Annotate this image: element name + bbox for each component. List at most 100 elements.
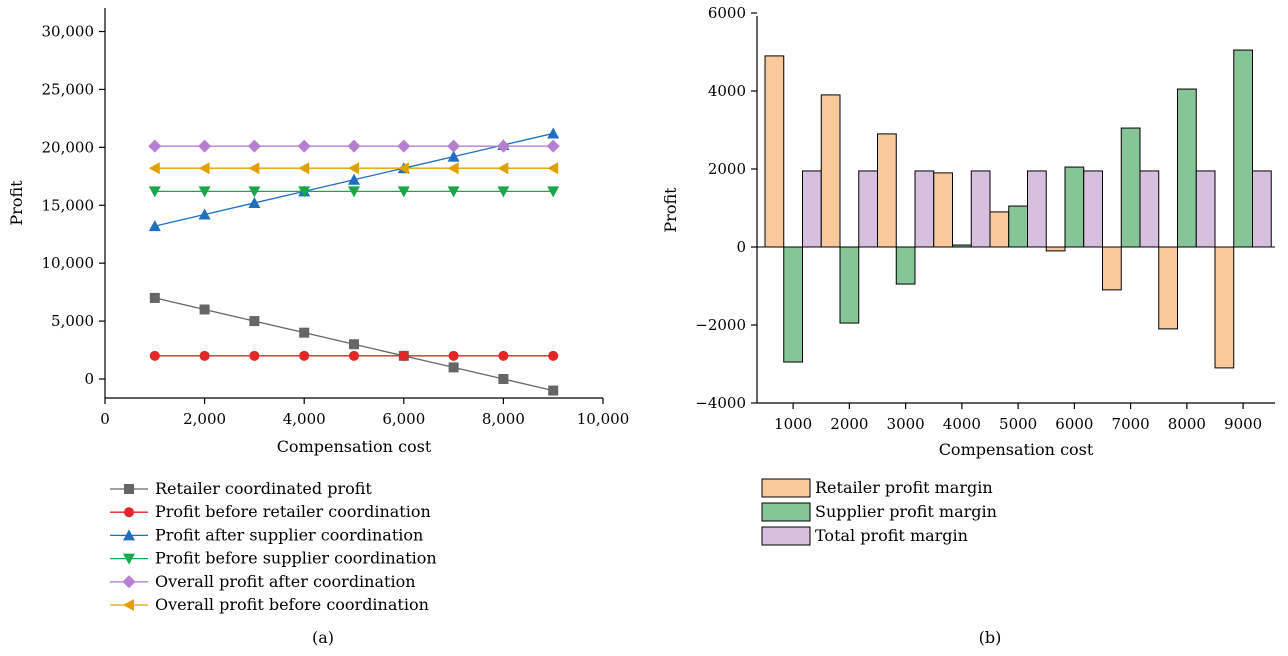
panel-b-y-tick-label: −4000 (695, 394, 746, 412)
panel-b-x-tick-label: 3000 (887, 415, 925, 433)
panel-a-data-point (547, 127, 560, 139)
panel-b-legend-item: Total profit margin (761, 526, 968, 546)
panel-a-label: (a) (312, 628, 334, 647)
panel-b-bar (877, 133, 897, 248)
panel-a-legend-marker (124, 507, 134, 518)
panel-a-data-point (198, 186, 211, 198)
panel-a-legend-marker (123, 553, 135, 565)
panel-a-legend-label: Profit before supplier coordination (155, 549, 437, 568)
panel-a-data-point (248, 196, 261, 208)
panel-a-x-tick-label: 2,000 (183, 410, 226, 428)
panel-a-data-point (547, 162, 559, 175)
panel-b-bar (1195, 170, 1216, 248)
panel-a-data-point (298, 162, 310, 175)
panel-a-data-point (249, 350, 260, 361)
panel-b-x-tick-label: 1000 (774, 415, 812, 433)
panel-a-x-tick-label: 0 (100, 410, 110, 428)
panel-a-y-tick-label: 20,000 (42, 138, 95, 156)
panel-a-series-4 (148, 186, 560, 198)
panel-a-legend-label: Overall profit after coordination (155, 572, 416, 591)
panel-a-x-tick-label: 4,000 (283, 410, 326, 428)
panel-b-bar (895, 246, 916, 285)
panel-b-x-tick-label: 4000 (943, 415, 981, 433)
panel-b-bar (1177, 88, 1197, 248)
panel-b-bar (858, 170, 878, 248)
panel-a-data-point (249, 316, 260, 327)
panel-b-bar (1158, 246, 1178, 330)
panel-b-bar (933, 172, 953, 248)
panel-b-bar (1045, 246, 1066, 252)
panel-a-x-axis-label: Compensation cost (277, 437, 432, 456)
panel-a-x-tick-label: 10,000 (577, 410, 630, 428)
panel-b-legend-item: Supplier profit margin (761, 502, 997, 522)
panel-a-data-point (247, 139, 261, 153)
panel-b-bar (783, 246, 803, 363)
panel-b-bar (764, 55, 785, 248)
panel-a-data-point (148, 162, 160, 175)
panel-b-x-axis-label: Compensation cost (939, 440, 1094, 459)
panel-a-data-point (248, 186, 261, 198)
panel-a-legend-marker (123, 599, 134, 611)
panel-b-bar (820, 94, 841, 248)
panel-a-data-point (149, 292, 160, 303)
panel-a-data-point (447, 139, 461, 153)
panel-a-legend-label: Profit before retailer coordination (155, 502, 431, 521)
panel-a-legend: Retailer coordinated profit Profit before… (110, 479, 437, 614)
panel-a-series-6 (148, 162, 559, 175)
panel-b-legend-swatch (761, 478, 811, 498)
panel-b-label: (b) (979, 628, 1002, 647)
line-chart-panel-a: 0 2,000 4,000 6,000 8,000 10,000 0 5,000 10,000… (7, 8, 629, 647)
panel-a-y-tick-label: 30,000 (42, 23, 95, 41)
panel-b-y-axis-label: Profit (661, 187, 680, 233)
panel-a-data-point (447, 162, 459, 175)
panel-a-legend-item: Overall profit before coordination (110, 595, 429, 614)
panel-a-data-point (248, 162, 260, 175)
panel-a-data-point (448, 362, 459, 373)
panel-a-data-point (448, 350, 459, 361)
panel-a-y-axis-label: Profit (7, 180, 26, 226)
panel-a-y-tick-label: 25,000 (42, 80, 95, 98)
panel-b-bar (1008, 205, 1028, 248)
panel-a-data-point (547, 186, 560, 198)
panel-a-data-point (347, 139, 361, 153)
panel-b-bar (1214, 246, 1235, 369)
panel-a-data-point (148, 139, 162, 153)
panel-a-data-point (548, 350, 559, 361)
panel-a-data-point (497, 186, 510, 198)
panel-b-x-tick-label: 2000 (830, 415, 868, 433)
panel-b-legend-label: Total profit margin (815, 526, 968, 545)
panel-b-bar (802, 170, 822, 248)
panel-b-legend: Retailer profit margin Supplier profit ma… (761, 478, 997, 546)
panel-a-data-point (447, 150, 460, 162)
panel-b-bar (914, 170, 935, 248)
panel-a-data-point (398, 350, 409, 361)
panel-a-data-point (447, 186, 460, 198)
panel-b-bar (970, 170, 991, 248)
panel-b-y-tick-label: −2000 (695, 316, 746, 334)
panel-a-legend-label: Overall profit before coordination (155, 595, 429, 614)
bar-chart-panel-b: −4000 −2000 0 2000 4000 6000 1000 2000 3000 4000… (661, 4, 1275, 647)
panel-a-data-point (148, 220, 161, 232)
panel-a-x-tick-label: 6,000 (382, 410, 425, 428)
panel-a-data-point (349, 350, 359, 361)
panel-a-data-point (349, 339, 359, 350)
panel-b-y-tick-label: 0 (736, 238, 746, 256)
panel-a-data-point (299, 327, 310, 338)
panel-b-x-tick-label: 5000 (999, 415, 1037, 433)
panel-a-legend-item: Profit before retailer coordination (110, 502, 431, 521)
panel-a-x-tick-label: 8,000 (482, 410, 525, 428)
panel-a-data-point (397, 186, 410, 198)
panel-a-data-point (148, 186, 161, 198)
panel-b-bar (1233, 49, 1253, 248)
panel-a-legend-marker (123, 529, 135, 541)
panel-a-data-point (297, 139, 311, 153)
panel-b-legend-label: Retailer profit margin (815, 478, 993, 497)
panel-a-data-point (199, 350, 210, 361)
panel-a-legend-label: Profit after supplier coordination (155, 525, 423, 544)
panel-b-bar (839, 246, 860, 324)
panel-a-y-tick-label: 5,000 (51, 312, 94, 330)
panel-a-series-2 (149, 350, 559, 361)
panel-b-y-tick-label: 2000 (708, 160, 746, 178)
panel-b-y-tick-label: 6000 (708, 4, 746, 22)
panel-a-data-point (397, 139, 411, 153)
